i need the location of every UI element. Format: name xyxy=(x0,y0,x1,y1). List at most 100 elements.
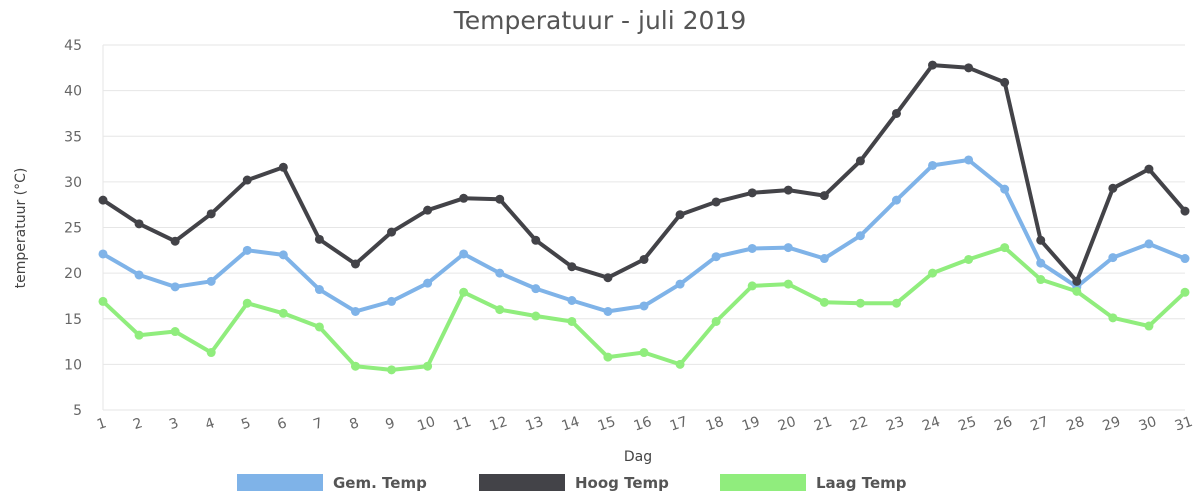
data-point xyxy=(387,365,397,375)
data-point xyxy=(855,231,865,241)
data-point xyxy=(495,305,505,315)
data-point xyxy=(783,185,793,195)
data-point xyxy=(495,268,505,278)
x-tick-label: 30 xyxy=(1137,414,1159,435)
data-point xyxy=(711,197,721,207)
data-point xyxy=(1180,254,1190,264)
x-tick-label: 18 xyxy=(704,414,726,435)
data-point xyxy=(1180,287,1190,297)
data-point xyxy=(350,306,360,316)
data-point xyxy=(350,259,360,269)
x-tick-label: 24 xyxy=(920,414,942,435)
y-tick-label: 25 xyxy=(64,221,82,237)
data-point xyxy=(423,361,433,371)
data-point xyxy=(1072,286,1082,296)
data-point xyxy=(206,348,216,358)
y-axis-label: temperatuur (°C) xyxy=(13,168,29,289)
series-line xyxy=(101,63,1187,284)
data-point xyxy=(134,219,144,229)
y-tick-label: 35 xyxy=(64,129,82,145)
legend-label: Gem. Temp xyxy=(333,474,427,492)
x-tick-label: 15 xyxy=(596,414,618,435)
data-point xyxy=(891,195,901,205)
data-point xyxy=(278,162,288,172)
data-point xyxy=(964,155,974,165)
data-point xyxy=(783,279,793,289)
y-tick-label: 40 xyxy=(64,84,82,100)
data-point xyxy=(1000,243,1010,253)
data-point xyxy=(819,254,829,264)
legend-label: Hoog Temp xyxy=(575,474,669,492)
data-point xyxy=(928,160,938,170)
data-point xyxy=(928,60,938,70)
data-point xyxy=(423,278,433,288)
data-point xyxy=(855,298,865,308)
x-tick-label: 31 xyxy=(1173,414,1195,435)
data-point xyxy=(639,348,649,358)
data-point xyxy=(747,188,757,198)
data-point xyxy=(314,285,324,295)
x-tick-label: 6 xyxy=(275,415,289,433)
series-line xyxy=(101,158,1187,314)
y-tick-label: 45 xyxy=(64,38,82,54)
x-tick-label: 13 xyxy=(524,414,546,435)
data-point xyxy=(242,245,252,255)
legend-swatch xyxy=(720,474,806,491)
data-point xyxy=(783,243,793,253)
x-tick-label: 23 xyxy=(884,414,906,435)
x-tick-label: 11 xyxy=(451,414,473,435)
y-axis-ticks: 5 10 15 20 25 30 35 40 45 xyxy=(64,38,82,419)
data-point xyxy=(819,191,829,201)
legend-label: Laag Temp xyxy=(816,474,907,492)
data-point xyxy=(603,352,613,362)
x-tick-label: 25 xyxy=(956,414,978,435)
x-tick-label: 22 xyxy=(848,414,870,435)
data-point xyxy=(964,254,974,264)
data-point xyxy=(1144,164,1154,174)
data-point xyxy=(1036,235,1046,245)
x-tick-label: 8 xyxy=(348,415,361,433)
data-point xyxy=(855,156,865,166)
data-point xyxy=(278,250,288,260)
data-point xyxy=(242,175,252,185)
data-point xyxy=(1000,77,1010,87)
data-point xyxy=(134,270,144,280)
data-point xyxy=(819,297,829,307)
data-point xyxy=(314,322,324,332)
data-point xyxy=(675,210,685,220)
x-tick-label: 20 xyxy=(776,414,798,435)
data-point xyxy=(1144,321,1154,331)
data-point xyxy=(964,63,974,73)
data-point xyxy=(387,227,397,237)
data-point xyxy=(242,298,252,308)
x-tick-label: 2 xyxy=(131,415,144,433)
data-point xyxy=(387,296,397,306)
data-point xyxy=(567,262,577,272)
x-tick-label: 10 xyxy=(415,414,437,435)
data-point xyxy=(98,195,108,205)
data-point xyxy=(170,282,180,292)
data-point xyxy=(1180,206,1190,216)
data-point xyxy=(603,273,613,283)
data-point xyxy=(747,243,757,253)
x-tick-label: 9 xyxy=(384,415,397,433)
legend-swatch xyxy=(237,474,323,491)
x-axis-ticks: 1 2 3 4 5 6 7 8 9 10 11 12 13 14 15 16 17 18 19 20 21 22 23 24 2… xyxy=(95,414,1195,435)
x-tick-label: 1 xyxy=(95,415,108,433)
data-point xyxy=(206,209,216,219)
data-point xyxy=(1036,275,1046,285)
data-point xyxy=(1072,276,1082,286)
y-tick-label: 15 xyxy=(64,312,82,328)
x-tick-label: 7 xyxy=(311,415,324,433)
x-tick-label: 4 xyxy=(203,415,217,433)
x-tick-label: 14 xyxy=(560,414,582,435)
data-point xyxy=(459,249,469,259)
data-point xyxy=(928,268,938,278)
data-point xyxy=(278,308,288,318)
data-point xyxy=(206,276,216,286)
data-point xyxy=(1108,253,1118,263)
x-tick-label: 29 xyxy=(1101,414,1123,435)
y-tick-label: 10 xyxy=(64,357,82,373)
data-point xyxy=(423,205,433,215)
